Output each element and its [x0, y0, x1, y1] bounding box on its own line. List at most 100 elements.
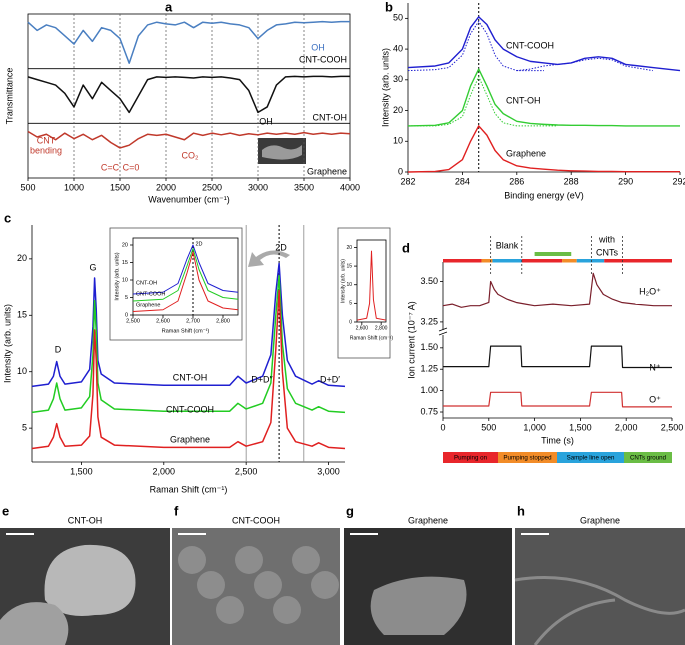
- x-tick-label: 2,500: [661, 422, 684, 432]
- x-tick-label: 284: [455, 176, 470, 186]
- inset-photo-detail: [262, 145, 302, 160]
- y-tick-label: 10: [393, 136, 403, 146]
- y-tick-label: 1.50: [420, 342, 438, 352]
- y-tick-label: 15: [122, 260, 128, 266]
- y-tick-label: 20: [346, 245, 352, 251]
- y-axis-label: Transmittance: [4, 68, 14, 125]
- legend-swatch: [498, 452, 557, 463]
- x-tick-label: 2500: [202, 182, 222, 192]
- panel-letter: c: [4, 210, 11, 225]
- inset-frame: [109, 227, 243, 341]
- y-tick-label: 0: [125, 312, 128, 318]
- annotation: CNT: [37, 135, 56, 145]
- annotation: 2D: [195, 241, 202, 247]
- panel-letter: e: [2, 503, 9, 518]
- phase-bar: [576, 259, 605, 263]
- plot-frame: [27, 13, 351, 179]
- annotation: bending: [30, 145, 62, 155]
- x-tick-label: 3500: [294, 182, 314, 192]
- image-title: Graphene: [580, 515, 620, 525]
- series-label: Graphene: [136, 302, 160, 308]
- legend-label: CNTs ground: [630, 455, 667, 462]
- x-axis-label: Raman Shift (cm⁻¹): [150, 484, 228, 494]
- panel-letter: b: [385, 0, 393, 14]
- series-line: [132, 244, 239, 295]
- sem-feature: [178, 546, 206, 574]
- sem-feature: [311, 571, 339, 599]
- y-tick-label: 15: [17, 310, 27, 320]
- y-tick-label: 10: [122, 277, 128, 283]
- panel-letter: a: [165, 0, 173, 14]
- annotation: C=C: [101, 162, 120, 172]
- x-tick-label: 2,700: [186, 318, 200, 324]
- image-title: CNT-OH: [68, 515, 103, 525]
- annotation: with: [598, 234, 615, 244]
- series-line: [27, 75, 350, 114]
- annotation: CNTs: [596, 247, 618, 257]
- x-tick-label: 2,600: [356, 325, 369, 331]
- x-axis-label: Raman Shift (cm⁻¹): [350, 335, 394, 341]
- sem-feature: [235, 546, 263, 574]
- phase-bar: [492, 259, 522, 263]
- y-tick-label: 50: [393, 13, 403, 23]
- plot-frame: [356, 239, 387, 323]
- sem-feature: [0, 602, 69, 645]
- x-tick-label: 290: [618, 176, 633, 186]
- sem-feature: [514, 576, 685, 645]
- series-label: Graphene: [307, 166, 347, 176]
- annotation: CO₂: [182, 150, 200, 160]
- image-title: Graphene: [408, 515, 448, 525]
- sem-feature: [197, 571, 225, 599]
- y-tick-label: 5: [125, 295, 128, 301]
- phase-bar: [534, 252, 572, 256]
- phase-bar: [443, 259, 482, 263]
- x-tick-label: 2000: [156, 182, 176, 192]
- y-axis-label: Intensity (arb. units): [2, 304, 12, 383]
- x-tick-label: 1500: [110, 182, 130, 192]
- series-line: [407, 16, 681, 72]
- series-line: [443, 391, 672, 408]
- series-label: CNT-OH: [136, 280, 157, 286]
- plot-frame: [132, 237, 239, 316]
- y-axis-label: Intensity (arb. units): [340, 259, 346, 303]
- y-axis-label: Intensity (arb. units): [114, 252, 120, 300]
- series-label: CNT-OH: [173, 372, 208, 382]
- x-axis-label: Binding energy (eV): [504, 190, 584, 200]
- series-label: CNT-COOH: [166, 404, 214, 414]
- series-line: [407, 125, 680, 173]
- series-line: [132, 248, 239, 302]
- annotation: D+D′: [320, 374, 340, 384]
- y-tick-label: 30: [393, 74, 403, 84]
- x-tick-label: 0: [440, 422, 445, 432]
- y-tick-label: 0: [398, 166, 403, 176]
- y-tick-label: 20: [122, 242, 128, 248]
- x-tick-label: 2,800: [375, 325, 388, 331]
- x-tick-label: 2,800: [216, 318, 230, 324]
- y-tick-label: 15: [346, 263, 352, 269]
- y-tick-label: 0: [349, 319, 352, 325]
- series-label: Graphene: [506, 148, 546, 158]
- x-tick-label: 292: [672, 176, 685, 186]
- x-tick-label: 282: [400, 176, 415, 186]
- y-tick-label: 0.75: [420, 406, 438, 416]
- series-line: [356, 250, 387, 321]
- panel-letter: g: [346, 503, 354, 518]
- annotation: 2D: [275, 242, 287, 252]
- x-tick-label: 2,600: [156, 318, 170, 324]
- y-tick-label: 40: [393, 43, 403, 53]
- series-line: [442, 272, 672, 308]
- sem-feature: [273, 596, 301, 624]
- y-tick-label: 5: [22, 423, 27, 433]
- legend-swatch: [624, 452, 672, 463]
- sem-feature: [292, 546, 320, 574]
- fit-curve: [516, 57, 653, 72]
- x-tick-label: 500: [20, 182, 35, 192]
- x-tick-label: 1000: [64, 182, 84, 192]
- zoom-arrow: [248, 250, 290, 267]
- series-line: [443, 345, 672, 369]
- x-tick-label: 3,000: [317, 466, 340, 476]
- legend-swatch: [443, 452, 498, 463]
- series-label: CNT-OH: [506, 95, 541, 105]
- series-line: [27, 20, 350, 64]
- annotation: D: [55, 344, 62, 354]
